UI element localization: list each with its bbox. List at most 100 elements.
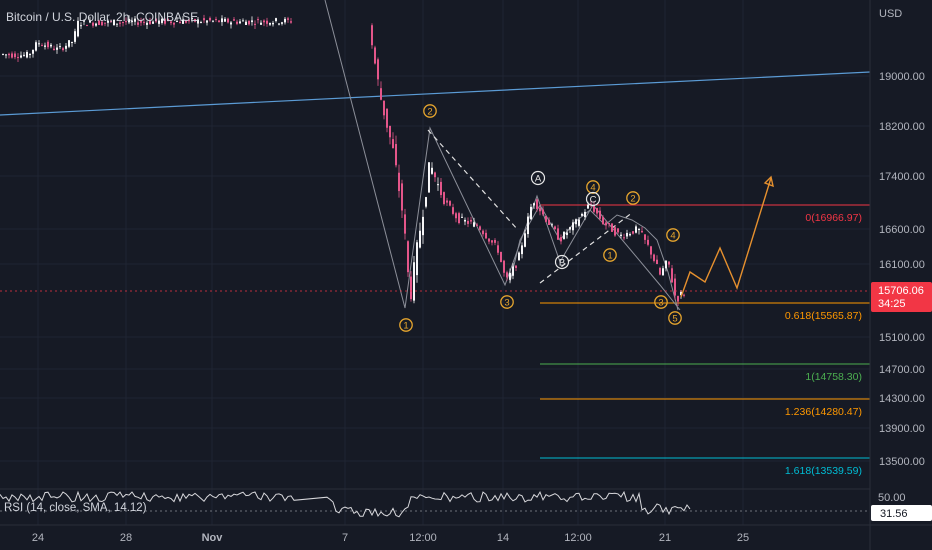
candle-body [644, 234, 646, 240]
candle-body [53, 48, 55, 51]
candle-body [233, 19, 235, 21]
wave-label-number: 5 [672, 314, 677, 325]
candle-body [668, 261, 670, 265]
candle-body [248, 20, 250, 25]
candle-body [632, 231, 634, 234]
candle-body [383, 100, 385, 116]
dashed-channel-upper [427, 129, 519, 231]
candle-body [626, 232, 628, 237]
price-tick-label: 17400.00 [879, 171, 925, 183]
candle-body [14, 53, 16, 58]
candle-body [68, 40, 70, 47]
candle-body [95, 23, 97, 26]
projection-path [680, 177, 772, 298]
candle-body [98, 20, 100, 26]
candle-body [410, 276, 412, 300]
candle-body [587, 204, 589, 209]
candle-body [290, 21, 292, 23]
candle-body [617, 228, 619, 233]
candle-body [605, 222, 607, 226]
candle-body [284, 18, 286, 23]
candle-body [443, 192, 445, 205]
upper-trendline[interactable] [0, 71, 871, 116]
price-tick-label: 19000.00 [879, 71, 925, 83]
candle-body [38, 43, 40, 45]
candle-body [257, 19, 259, 21]
price-tick-label: 13500.00 [879, 456, 925, 468]
wave-label-circle [500, 295, 514, 309]
candle-body [602, 217, 604, 225]
candle-body [503, 260, 505, 273]
wave-label-circle [586, 180, 600, 194]
wave-label-number: 2 [427, 107, 432, 118]
candle-body [239, 21, 241, 24]
candle-body [242, 20, 244, 22]
candle-body [554, 226, 556, 230]
wave-label-circle [530, 170, 546, 186]
candle-body [551, 224, 553, 226]
candle-body [440, 181, 442, 196]
candle-body [152, 21, 154, 24]
candle-body [581, 213, 583, 216]
candle-body [407, 241, 409, 273]
candle-body [641, 230, 643, 233]
wave-label-circle [603, 248, 617, 262]
candle-body [497, 245, 499, 253]
candle-body [86, 25, 88, 27]
candle-body [224, 18, 226, 22]
candle-body [80, 25, 82, 27]
candle-body [143, 21, 145, 23]
candle-body [149, 20, 151, 25]
candle-body [404, 214, 406, 234]
candle-body [20, 55, 22, 58]
price-tick-label: 16600.00 [879, 224, 925, 236]
time-tick-label: 24 [32, 532, 44, 544]
candle-body [59, 46, 61, 48]
wave-label-circle [668, 311, 682, 325]
candle-body [62, 48, 64, 51]
candle-body [128, 18, 130, 23]
candle-body [251, 20, 253, 23]
fib-level-label: 0(16966.97) [805, 212, 862, 224]
candle-body [458, 213, 460, 224]
candle-body [584, 211, 586, 218]
time-tick-label: Nov [202, 532, 224, 544]
candle-body [104, 22, 106, 24]
candle-body [455, 213, 457, 219]
candle-body [395, 144, 397, 166]
price-tick-label: 18200.00 [879, 121, 925, 133]
candle-body [50, 44, 52, 47]
wave-label-circle [585, 191, 601, 207]
fib-level-label: 1.618(13539.59) [785, 465, 862, 477]
currency-label: USD [879, 8, 902, 20]
wave-label-circle [423, 104, 437, 118]
wave-label-number: 3 [658, 298, 663, 309]
candle-body [623, 237, 625, 239]
time-axis[interactable]: 24 28 Nov 7 12:00 14 12:00 21 25 [0, 524, 932, 544]
candle-body [212, 20, 214, 22]
candle-body [548, 219, 550, 225]
price-tick-label: 16100.00 [879, 259, 925, 271]
candle-body [254, 23, 256, 25]
candle-body [515, 265, 517, 268]
price-axis[interactable]: USD 19000.00 18200.00 17400.00 16600.00 16100… [869, 0, 932, 550]
candle-body [527, 216, 529, 235]
time-tick-label: 12:00 [564, 532, 592, 544]
candle-body [218, 20, 220, 23]
candle-body [8, 53, 10, 56]
candle-body [620, 234, 622, 236]
candle-body [110, 20, 112, 22]
candle-body [272, 22, 274, 25]
candle-body [665, 260, 667, 269]
candle-body [278, 23, 280, 25]
candle-body [506, 272, 508, 278]
candle-body [389, 125, 391, 138]
candle-body [92, 22, 94, 26]
candle-body [263, 20, 265, 23]
candle-body [491, 240, 493, 243]
candle-body [569, 227, 571, 230]
candle-body [452, 207, 454, 214]
candle-body [611, 223, 613, 232]
